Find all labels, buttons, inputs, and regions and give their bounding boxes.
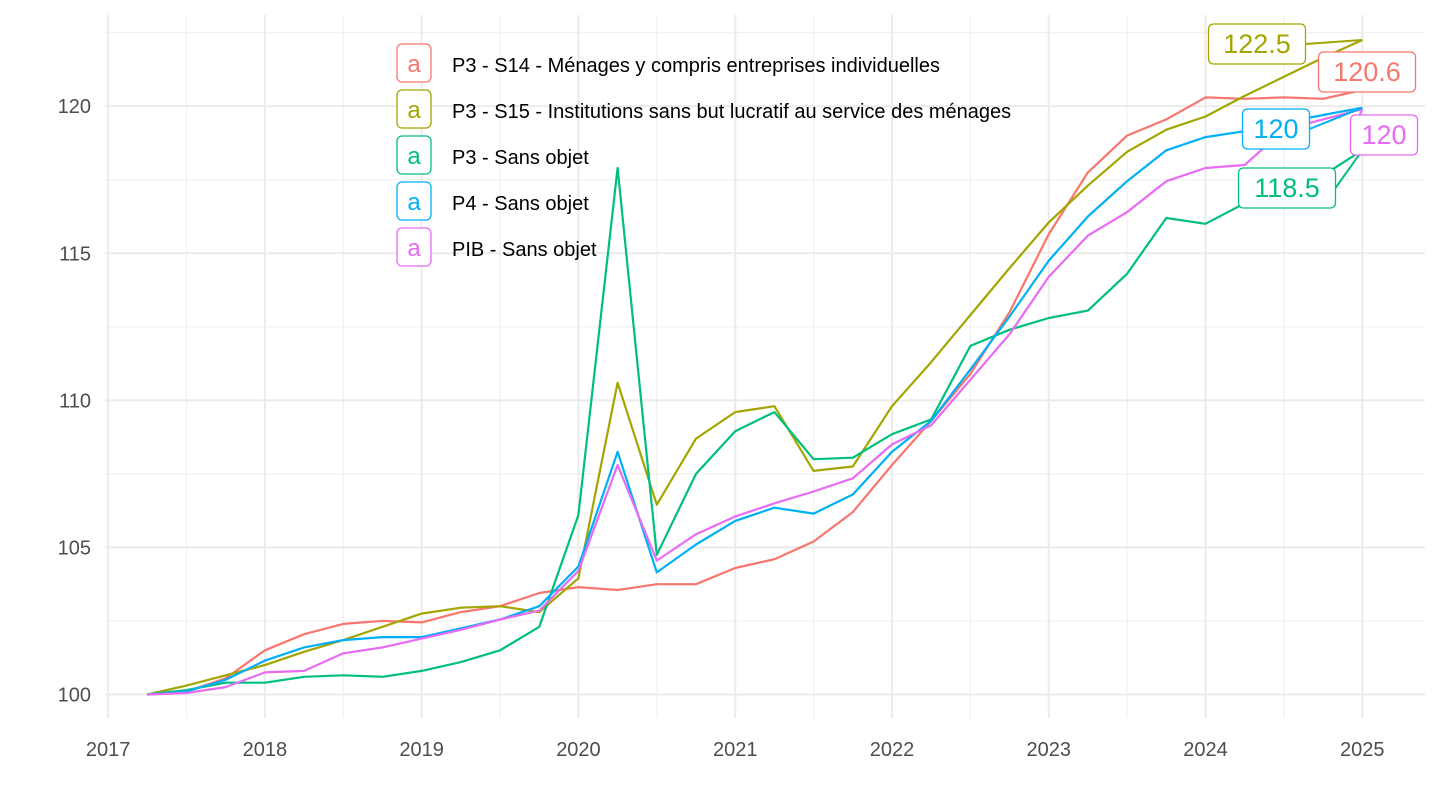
y-tick-label: 115: [59, 243, 91, 265]
series-line-3: [147, 106, 1363, 696]
end-label-3: 120: [1241, 106, 1363, 150]
end-label-box: [1349, 114, 1419, 156]
legend-key-glyph: a: [407, 51, 421, 78]
end-label-connector: [1305, 39, 1363, 45]
end-label-1: 122.5: [1207, 23, 1363, 65]
legend-key-glyph: a: [407, 235, 421, 262]
legend-item-0: a P3 - S14 - Ménages y compris entreprise…: [396, 43, 940, 83]
end-label-value: 118.5: [1254, 173, 1320, 203]
legend-key-box: [396, 135, 432, 175]
x-axis: 2017 2018 2019 2020 2021 2022 2023 2024 2025: [86, 739, 1385, 761]
y-tick-label: 120: [58, 96, 91, 118]
x-tick-label: 2025: [1340, 739, 1385, 761]
y-tick-label: 105: [58, 537, 91, 559]
end-label-box: [1237, 167, 1337, 209]
legend-label: P3 - S14 - Ménages y compris entreprises…: [452, 55, 940, 77]
grid-major: [105, 15, 1425, 718]
legend-item-1: a P3 - S15 - Institutions sans but lucrat…: [396, 89, 1011, 129]
end-labels: 120.6 122.5 118.5 120 120: [1207, 23, 1419, 209]
legend-key-glyph: a: [407, 143, 421, 170]
series-line-0: [147, 88, 1363, 696]
x-tick-label: 2017: [86, 739, 131, 761]
end-label-box: [1241, 108, 1311, 150]
x-tick-label: 2020: [556, 739, 601, 761]
legend-label: P3 - S15 - Institutions sans but lucrati…: [452, 101, 1011, 123]
legend-key-box: [396, 181, 432, 221]
legend-key-box: [396, 89, 432, 129]
end-label-connector: [1309, 106, 1363, 130]
end-label-box: [1317, 51, 1417, 93]
y-tick-label: 100: [58, 684, 91, 706]
end-label-value: 122.5: [1223, 29, 1291, 59]
legend: a P3 - S14 - Ménages y compris entreprise…: [396, 43, 1011, 267]
x-tick-label: 2021: [713, 739, 758, 761]
legend-label: PIB - Sans objet: [452, 239, 597, 261]
series-line-4: [147, 108, 1363, 696]
legend-key-box: [396, 227, 432, 267]
end-label-0: 120.6: [1317, 51, 1417, 93]
end-label-value: 120.6: [1333, 57, 1401, 87]
legend-key-box: [396, 43, 432, 83]
x-tick-label: 2019: [399, 739, 444, 761]
legend-item-4: a PIB - Sans objet: [396, 227, 597, 267]
legend-item-3: a P4 - Sans objet: [396, 181, 589, 221]
y-tick-label: 110: [59, 390, 91, 412]
legend-item-2: a P3 - Sans objet: [396, 135, 589, 175]
legend-key-glyph: a: [407, 97, 421, 124]
y-axis: 100 105 110 115 120: [58, 96, 91, 706]
series-lines: [147, 38, 1363, 696]
end-label-value: 120: [1253, 114, 1298, 144]
x-tick-label: 2024: [1183, 739, 1228, 761]
legend-label: P3 - Sans objet: [452, 147, 589, 169]
end-label-4: 120: [1349, 108, 1419, 156]
x-tick-label: 2023: [1027, 739, 1072, 761]
x-tick-label: 2022: [870, 739, 915, 761]
x-tick-label: 2018: [243, 739, 288, 761]
end-label-connector: [1334, 149, 1364, 189]
legend-label: P4 - Sans objet: [452, 193, 589, 215]
end-label-box: [1207, 23, 1307, 65]
end-label-2: 118.5: [1237, 149, 1364, 209]
series-line-2: [147, 149, 1363, 696]
series-line-1: [147, 38, 1363, 696]
end-label-value: 120: [1361, 120, 1406, 150]
legend-key-glyph: a: [407, 189, 421, 216]
